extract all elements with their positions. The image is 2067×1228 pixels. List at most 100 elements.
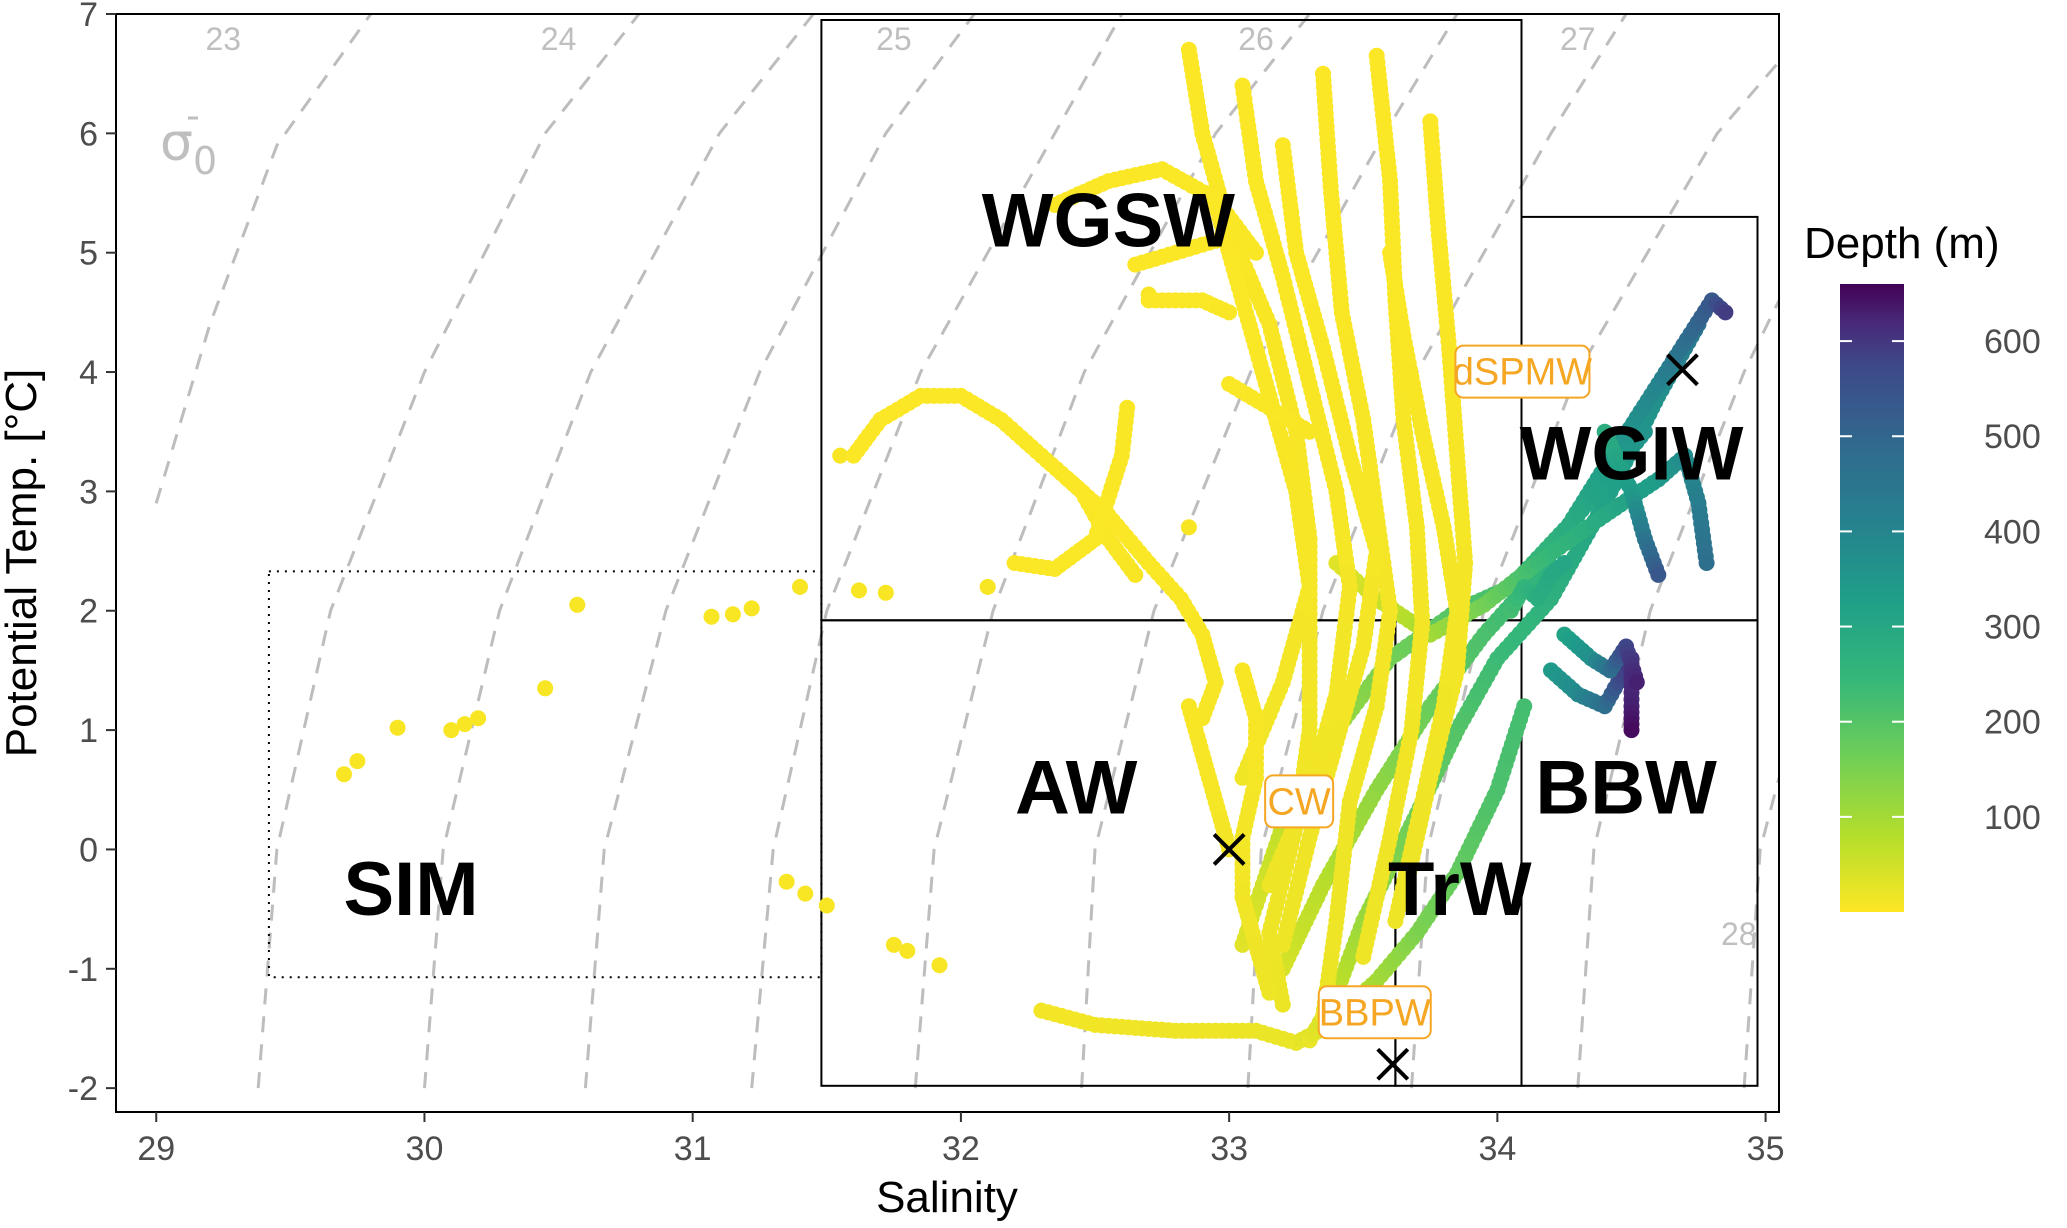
y-tick-label: -1 bbox=[68, 951, 98, 989]
colorbar-tick-label: 200 bbox=[1984, 704, 2041, 742]
region-label-aw: AW bbox=[1015, 746, 1138, 831]
x-tick-label: 35 bbox=[1747, 1130, 1785, 1168]
colorbar-tick-label: 400 bbox=[1984, 513, 2041, 551]
data-point bbox=[792, 578, 808, 595]
isopycnal-label-28: 28 bbox=[1721, 916, 1757, 952]
data-point bbox=[336, 766, 352, 783]
water-mass-label-dspmw: dSPMW bbox=[1453, 352, 1592, 394]
data-point bbox=[979, 578, 996, 595]
data-point bbox=[1516, 698, 1533, 715]
data-point bbox=[1623, 722, 1640, 739]
water-mass-label-cw: CW bbox=[1267, 781, 1330, 823]
data-point bbox=[569, 596, 586, 613]
isopycnal-line bbox=[154, 14, 373, 504]
x-tick-label: 29 bbox=[137, 1130, 175, 1168]
water-mass-box-dspmw bbox=[1454, 344, 1591, 399]
region-label-bbw: BBW bbox=[1535, 746, 1717, 831]
y-tick-label: -2 bbox=[68, 1070, 98, 1108]
water-mass-box-bbpw bbox=[1317, 985, 1432, 1040]
data-point bbox=[818, 897, 835, 914]
data-point bbox=[389, 719, 406, 736]
x-tick-label: 32 bbox=[942, 1130, 980, 1168]
data-point bbox=[1127, 566, 1144, 583]
y-tick-label: 0 bbox=[79, 831, 98, 869]
sigma-theta-symbol: σ0 bbox=[160, 113, 217, 183]
data-point bbox=[1261, 877, 1278, 894]
data-point bbox=[1274, 996, 1291, 1013]
data-point bbox=[1274, 936, 1291, 953]
data-point bbox=[1301, 423, 1318, 440]
data-point bbox=[1261, 984, 1278, 1001]
y-tick-label: 5 bbox=[79, 235, 98, 273]
isopycnal-label-25: 25 bbox=[876, 21, 912, 57]
y-tick-label: 3 bbox=[79, 473, 98, 511]
data-point bbox=[743, 600, 760, 617]
x-tick-label: 34 bbox=[1478, 1130, 1516, 1168]
region-label-wgsw: WGSW bbox=[982, 179, 1236, 264]
x-axis-title: Salinity bbox=[876, 1173, 1018, 1222]
data-point bbox=[1234, 769, 1251, 786]
data-point bbox=[851, 582, 867, 599]
data-point bbox=[443, 722, 460, 739]
data-point bbox=[1248, 244, 1264, 261]
data-point bbox=[797, 885, 814, 902]
water-mass-box-cw bbox=[1264, 774, 1335, 829]
data-point bbox=[1628, 674, 1645, 691]
data-point bbox=[778, 873, 795, 890]
x-tick-label: 30 bbox=[406, 1130, 444, 1168]
region-label-trw: TrW bbox=[1388, 847, 1532, 932]
colorbar bbox=[1840, 284, 1904, 912]
isopycnal-line bbox=[256, 14, 641, 1089]
data-point bbox=[456, 716, 473, 733]
data-point bbox=[899, 942, 916, 959]
isopycnal-lines bbox=[154, 14, 1779, 1089]
data-point bbox=[1387, 913, 1404, 929]
isopycnal-line bbox=[750, 14, 1124, 1089]
data-point bbox=[724, 606, 741, 623]
y-tick-label: 4 bbox=[79, 354, 98, 392]
data-point bbox=[1717, 304, 1734, 321]
data-point bbox=[537, 680, 554, 697]
isopycnal-label-27: 27 bbox=[1560, 21, 1596, 57]
data-point bbox=[877, 584, 894, 601]
x-tick-label: 33 bbox=[1210, 1130, 1248, 1168]
cross-marker-cw bbox=[1212, 833, 1246, 866]
data-point bbox=[1636, 423, 1653, 440]
data-point bbox=[1698, 555, 1715, 571]
region-box-bbw bbox=[1520, 619, 1759, 1087]
isopycnal-line bbox=[583, 14, 976, 1089]
data-point bbox=[1180, 519, 1197, 536]
colorbar-ticks: 100 200 300 400 500 600 bbox=[1840, 323, 2041, 837]
isopycnal-line bbox=[1080, 14, 1459, 1089]
region-box-sim bbox=[267, 570, 823, 979]
cross-marker-dspmw bbox=[1666, 353, 1699, 387]
y-tick-label: 1 bbox=[79, 712, 98, 750]
isopycnal-label-23: 23 bbox=[206, 21, 242, 57]
isopycnal-line bbox=[1576, 299, 1779, 1089]
colorbar-tick-label: 500 bbox=[1984, 418, 2041, 456]
data-points bbox=[336, 41, 1734, 1051]
region-label-wgiw: WGIW bbox=[1520, 412, 1744, 497]
colorbar-title: Depth (m) bbox=[1804, 219, 2000, 268]
isopycnal-line bbox=[1410, 60, 1779, 1089]
colorbar-tick-label: 100 bbox=[1984, 799, 2041, 837]
y-tick-label: 7 bbox=[79, 0, 98, 34]
data-point bbox=[1207, 232, 1224, 249]
data-point bbox=[1355, 948, 1372, 965]
isopycnal-labels: 23 24 25 26 27 28 bbox=[206, 21, 1757, 952]
isopycnal-line bbox=[423, 14, 815, 1089]
data-point bbox=[832, 447, 849, 464]
data-point bbox=[703, 608, 720, 625]
plot-panel-border bbox=[115, 13, 1780, 1113]
data-point bbox=[1556, 555, 1573, 571]
isopycnal-line bbox=[1742, 777, 1779, 1089]
water-mass-label-bbpw: BBPW bbox=[1319, 992, 1431, 1034]
data-point bbox=[470, 710, 487, 727]
x-tick-label: 31 bbox=[674, 1130, 712, 1168]
data-point bbox=[1119, 399, 1136, 416]
data-point bbox=[885, 936, 902, 953]
isopycnal-line bbox=[913, 14, 1311, 1089]
